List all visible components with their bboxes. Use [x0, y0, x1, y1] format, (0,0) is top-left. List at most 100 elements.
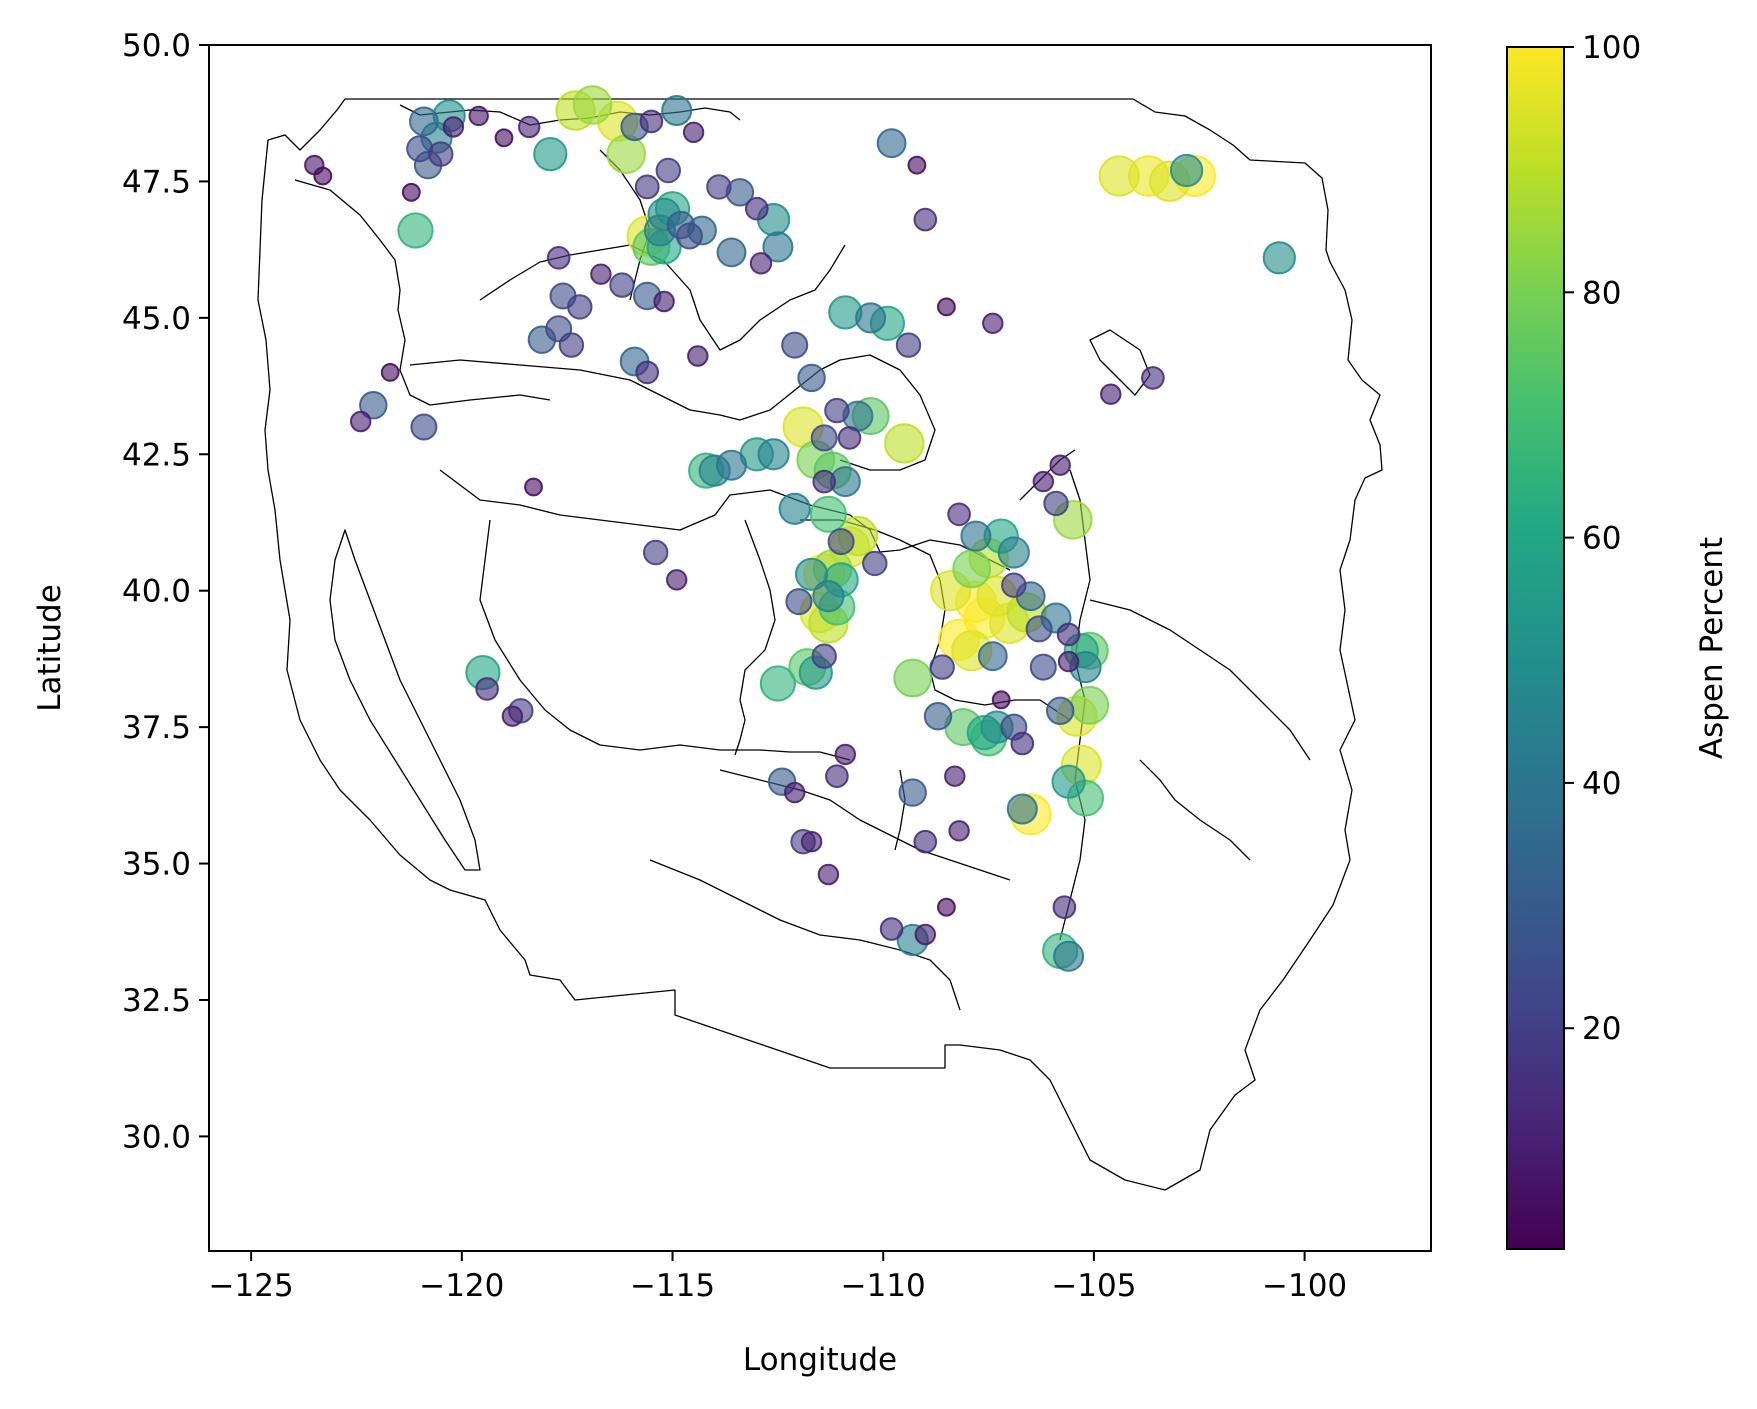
scatter-point: [895, 332, 922, 358]
scatter-point: [494, 128, 514, 148]
y-tick-label: 50.0: [122, 28, 191, 64]
scatter-point: [606, 134, 647, 174]
scatter-point: [862, 550, 888, 577]
scatter-point: [1262, 241, 1296, 275]
scatter-point: [1053, 940, 1085, 972]
ecoregion-boundaries: [257, 98, 1383, 1191]
scatter-point: [518, 115, 541, 139]
colorbar-tick-label: 100: [1582, 30, 1641, 66]
scatter-point: [914, 923, 936, 946]
scatter-point: [827, 528, 855, 556]
scatter-point: [1070, 685, 1110, 725]
scatter-point: [1046, 696, 1075, 725]
scatter-point: [475, 677, 499, 701]
scatter-point: [682, 121, 705, 144]
scatter-points: [304, 85, 1296, 972]
scatter-point: [913, 829, 938, 854]
scatter-point: [982, 312, 1004, 334]
x-axis-label: Longitude: [743, 1342, 897, 1378]
scatter-point: [653, 290, 675, 313]
scatter-point: [666, 569, 688, 591]
scatter-point: [797, 363, 826, 393]
scatter-point: [590, 263, 612, 285]
scatter-point: [960, 520, 992, 552]
y-tick-label: 40.0: [122, 574, 191, 610]
colorbar-axis: 20 40 60 80 100: [1564, 30, 1641, 1047]
scatter-point: [1049, 454, 1071, 476]
scatter-point: [991, 690, 1011, 710]
x-tick-label: −120: [419, 1268, 504, 1304]
scatter-point: [380, 363, 400, 382]
scatter-point: [1098, 155, 1140, 197]
scatter-point: [609, 272, 635, 298]
scatter-point: [800, 831, 823, 853]
colorbar-tick-label: 60: [1582, 521, 1621, 557]
scatter-point: [898, 778, 927, 807]
colorbar: [1506, 46, 1565, 1250]
scatter-point: [409, 106, 439, 137]
scatter-point: [706, 174, 732, 200]
scatter-point: [350, 410, 372, 433]
scatter-point: [812, 469, 837, 494]
scatter-point: [745, 196, 769, 221]
scatter-point: [876, 128, 907, 159]
x-tick-label: −100: [1262, 1268, 1347, 1304]
scatter-point: [824, 397, 850, 424]
scatter-point: [1029, 653, 1057, 681]
scatter-point: [567, 294, 593, 320]
scatter-point: [468, 105, 489, 127]
scatter-point: [524, 477, 543, 497]
scatter-point: [533, 137, 568, 172]
scatter-point: [947, 502, 971, 527]
scatter-point: [893, 658, 933, 698]
scatter-point: [1006, 793, 1038, 825]
scatter-point: [313, 166, 333, 186]
scatter-point: [546, 245, 571, 270]
scatter-point: [1056, 622, 1081, 647]
scatter-point: [837, 426, 862, 450]
scatter-point: [1043, 490, 1069, 517]
x-axis: −125 −120 −115 −110 −105 −100: [209, 1251, 1347, 1304]
scatter-point: [634, 174, 660, 200]
scatter-point: [1025, 615, 1053, 643]
scatter-point: [907, 155, 927, 175]
y-axis: 30.0 32.5 35.0 37.5 40.0 42.5 45.0 47.5 50.0: [122, 28, 209, 1155]
scatter-point: [757, 438, 790, 471]
scatter-point: [781, 331, 809, 359]
scatter-point: [811, 643, 837, 669]
scatter-point: [1100, 383, 1122, 405]
scatter-point: [442, 116, 465, 138]
scatter-point: [401, 182, 421, 202]
scatter-point: [937, 897, 956, 917]
scatter-point: [749, 252, 773, 275]
y-tick-label: 45.0: [122, 301, 191, 337]
y-tick-label: 37.5: [122, 710, 191, 746]
colorbar-tick-label: 80: [1582, 275, 1621, 311]
scatter-point: [977, 641, 1008, 672]
scatter-point: [501, 705, 524, 727]
scatter-point: [1010, 731, 1035, 756]
scatter-point: [810, 424, 838, 452]
scatter-point: [929, 654, 955, 680]
scatter-point: [759, 665, 797, 702]
scatter-point: [817, 863, 840, 886]
x-tick-label: −125: [209, 1268, 294, 1304]
scatter-point: [428, 141, 454, 167]
colorbar-tick-label: 40: [1582, 766, 1621, 802]
scatter-point: [1052, 895, 1077, 920]
scatter-point: [762, 231, 794, 263]
scatter-point: [778, 492, 811, 525]
y-tick-label: 30.0: [122, 1119, 191, 1155]
scatter-point: [1051, 764, 1086, 799]
scatter-point: [809, 495, 847, 533]
scatter-point: [687, 345, 709, 367]
scatter-point: [639, 109, 664, 134]
scatter-point: [1170, 153, 1204, 188]
scatter-point: [655, 157, 681, 184]
scatter-point: [923, 702, 953, 731]
colorbar-tick-label: 20: [1582, 1011, 1621, 1047]
scatter-point: [948, 820, 970, 842]
y-tick-label: 32.5: [122, 983, 191, 1019]
